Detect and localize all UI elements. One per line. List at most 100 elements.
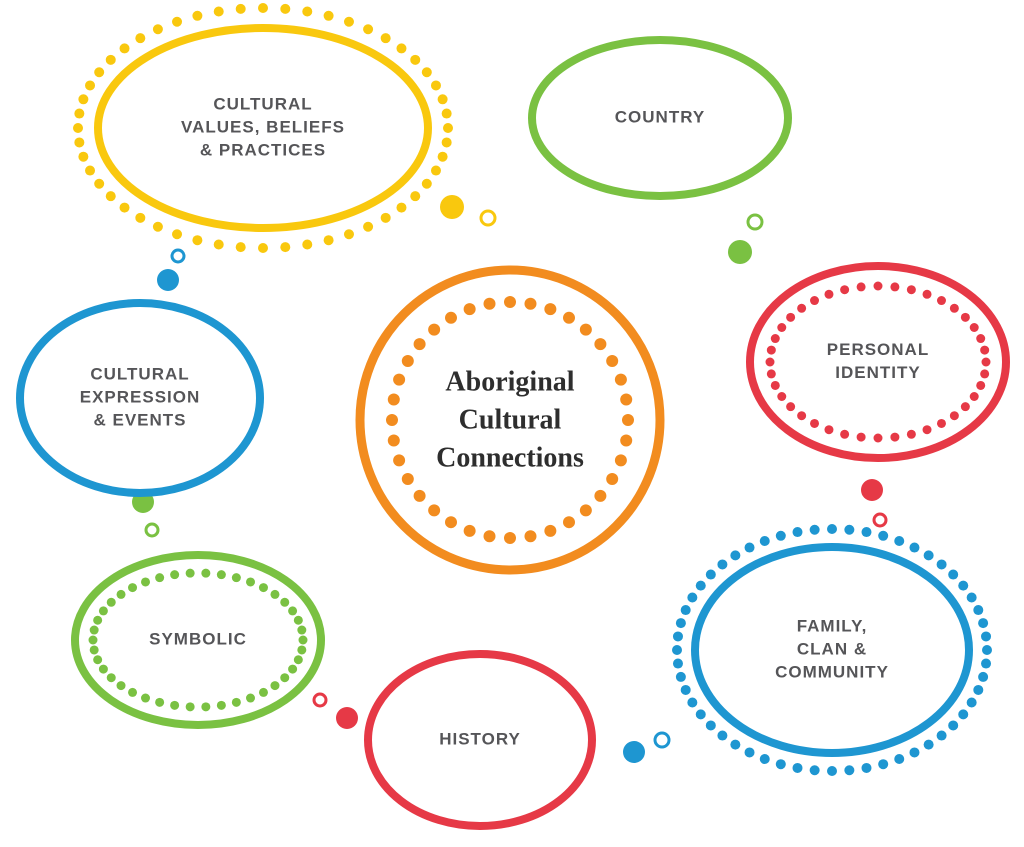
node-symbolic-ring-dot — [155, 698, 164, 707]
node-personal-identity-ring-dot — [937, 296, 946, 305]
center-dot — [428, 324, 440, 336]
node-cultural-values-ring-dot — [344, 229, 354, 239]
connector-ring-cultural-expression — [172, 250, 184, 262]
center-dot — [393, 454, 405, 466]
node-symbolic-ring-dot — [217, 570, 226, 579]
node-cultural-values — [98, 28, 428, 228]
node-personal-identity-ring-dot — [840, 430, 849, 439]
node-family-clan-ring-dot — [878, 531, 888, 541]
node-family-clan-ring-dot — [861, 763, 871, 773]
node-family-clan-ring-dot — [978, 672, 988, 682]
node-cultural-values-ring-dot — [442, 109, 452, 119]
center-dot — [414, 338, 426, 350]
node-cultural-values-ring-dot — [431, 80, 441, 90]
node-family-clan-ring-dot — [676, 618, 686, 628]
node-personal-identity-ring-dot — [982, 358, 991, 367]
connector-dot-cultural-expression — [157, 269, 179, 291]
center-circle — [360, 270, 660, 570]
node-symbolic-ring-dot — [259, 583, 268, 592]
node-symbolic-ring-dot — [107, 673, 116, 682]
node-cultural-values-ring-dot — [363, 222, 373, 232]
node-personal-identity-ring-dot — [777, 392, 786, 401]
node-cultural-values-ring-dot — [438, 152, 448, 162]
node-personal-identity-ring-dot — [810, 296, 819, 305]
center-dot — [393, 374, 405, 386]
node-cultural-values-ring-dot — [438, 94, 448, 104]
node-personal-identity-ring-dot — [797, 411, 806, 420]
node-personal-identity-ring-dot — [923, 425, 932, 434]
node-family-clan-ring-dot — [967, 697, 977, 707]
node-cultural-values-ring-dot — [172, 17, 182, 27]
node-family-clan-ring-dot — [967, 593, 977, 603]
node-symbolic-ring-dot — [90, 626, 99, 635]
node-personal-identity-ring-dot — [824, 290, 833, 299]
node-family-clan-ring-dot — [793, 763, 803, 773]
node-personal-identity-ring-dot — [961, 313, 970, 322]
node-cultural-values-ring-dot — [324, 11, 334, 21]
node-family-clan-ring-dot — [978, 618, 988, 628]
node-personal-identity-ring-dot — [771, 381, 780, 390]
node-cultural-values-ring-dot — [192, 11, 202, 21]
node-symbolic-ring-dot — [155, 573, 164, 582]
node-cultural-values-ring-dot — [214, 240, 224, 250]
node-symbolic — [75, 555, 321, 725]
center-dot — [594, 490, 606, 502]
node-personal-identity-ring-dot — [777, 323, 786, 332]
node-symbolic-ring-dot — [294, 655, 303, 664]
node-symbolic-ring-dot — [288, 606, 297, 615]
node-personal-identity — [750, 266, 1006, 458]
node-symbolic-ring-dot — [299, 636, 308, 645]
node-symbolic-ring-dot — [90, 645, 99, 654]
node-cultural-values-ring-dot — [172, 229, 182, 239]
node-personal-identity-ring-dot — [950, 411, 959, 420]
center-dot — [620, 434, 632, 446]
node-cultural-values-ring-dot — [422, 179, 432, 189]
node-cultural-values-ring-dot — [396, 203, 406, 213]
node-cultural-values-ring-dot — [85, 166, 95, 176]
center-dot — [386, 414, 398, 426]
connector-ring-cultural-values — [481, 211, 495, 225]
center-dot — [544, 303, 556, 315]
node-personal-identity-ring-dot — [840, 285, 849, 294]
node-cultural-values-ring-dot — [258, 3, 268, 13]
center-dot — [445, 312, 457, 324]
node-symbolic-ring-dot — [246, 694, 255, 703]
node-cultural-values-ring-dot — [302, 240, 312, 250]
node-symbolic-ring-dot — [201, 569, 210, 578]
node-symbolic-ring-dot — [93, 616, 102, 625]
connector-dot-personal-identity — [861, 479, 883, 501]
node-cultural-values-ring-dot — [258, 243, 268, 253]
node-symbolic-ring-dot — [280, 673, 289, 682]
node-family-clan-ring-dot — [681, 685, 691, 695]
node-cultural-values-ring-dot — [192, 235, 202, 245]
node-family-clan-ring-dot — [981, 659, 991, 669]
node-family-clan-ring-dot — [776, 531, 786, 541]
center-dot — [580, 504, 592, 516]
node-family-clan-ring-dot — [894, 754, 904, 764]
connector-ring-personal-identity — [874, 514, 886, 526]
node-family-clan-ring-dot — [827, 524, 837, 534]
node-family-clan-ring-dot — [981, 631, 991, 641]
node-cultural-values-ring-dot — [85, 80, 95, 90]
node-symbolic-ring-dot — [201, 702, 210, 711]
center-dot — [388, 434, 400, 446]
node-cultural-values-ring-dot — [280, 242, 290, 252]
node-symbolic-ring-dot — [170, 570, 179, 579]
center-dot — [504, 532, 516, 544]
node-symbolic-ring-dot — [141, 577, 150, 586]
node-personal-identity-ring-dot — [810, 419, 819, 428]
node-personal-identity-ring-dot — [766, 358, 775, 367]
node-cultural-values-ring-dot — [236, 4, 246, 14]
node-family-clan-ring-dot — [827, 766, 837, 776]
node-symbolic-ring-dot — [288, 665, 297, 674]
node-family-clan-ring-dot — [776, 759, 786, 769]
node-personal-identity-ring-dot — [980, 369, 989, 378]
node-family-clan-ring-dot — [948, 720, 958, 730]
center-dot — [504, 296, 516, 308]
node-cultural-values-ring-dot — [78, 152, 88, 162]
node-cultural-values-ring-dot — [153, 222, 163, 232]
node-symbolic-ring-dot — [170, 701, 179, 710]
node-family-clan-ring-dot — [909, 747, 919, 757]
node-symbolic-ring-dot — [186, 702, 195, 711]
node-symbolic-ring-dot — [280, 598, 289, 607]
